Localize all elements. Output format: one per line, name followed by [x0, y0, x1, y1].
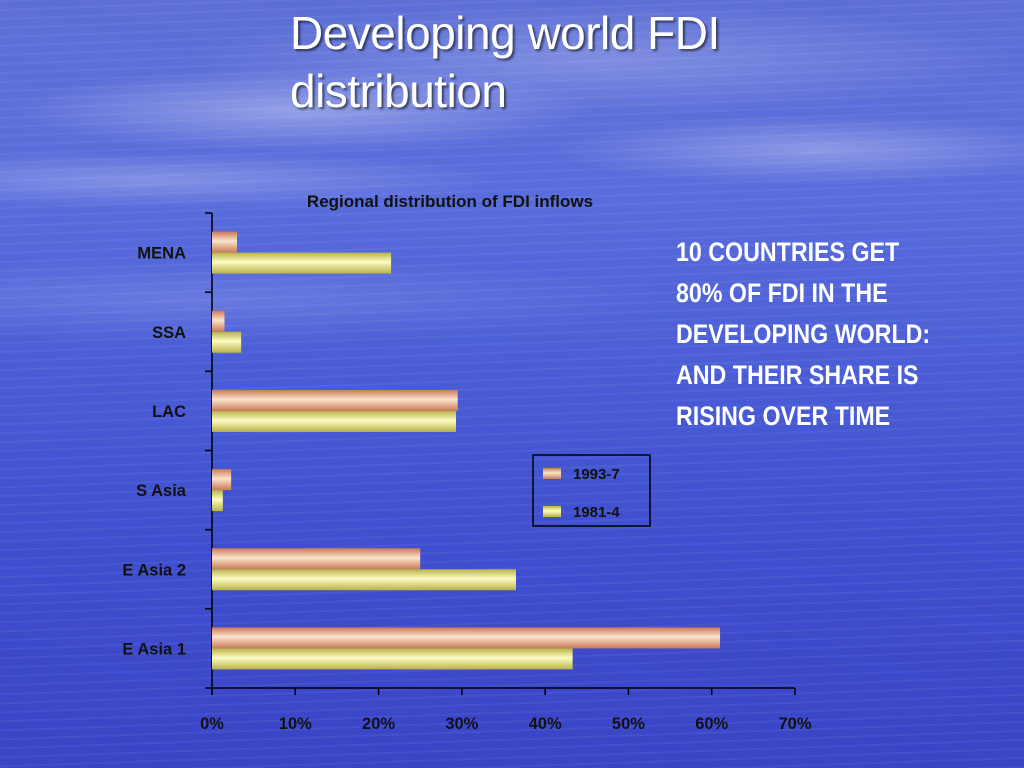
bar-1993-7-ssa [212, 310, 225, 332]
callout-line: 10 COUNTRIES GET [676, 237, 900, 267]
category-label: S Asia [136, 482, 187, 500]
legend-swatch [543, 506, 561, 517]
x-tick-label: 10% [279, 715, 312, 733]
chart-axes [205, 212, 796, 695]
x-tick-label: 70% [778, 715, 811, 733]
x-tick-label: 50% [612, 715, 645, 733]
legend-swatch [543, 468, 561, 479]
slide-title: Developing world FDI distribution [290, 7, 720, 117]
legend-box [532, 454, 651, 527]
x-tick-label: 20% [362, 715, 395, 733]
callout-line: RISING OVER TIME [676, 401, 891, 431]
legend-label: 1981-4 [573, 504, 620, 521]
bar-1981-4-e-asia-1 [212, 648, 573, 670]
bar-1981-4-e-asia-2 [212, 569, 516, 591]
x-tick-label: 30% [445, 715, 478, 733]
callout-line: 80% OF FDI IN THE [676, 278, 888, 308]
category-label: E Asia 1 [122, 640, 186, 658]
x-tick-label: 60% [695, 715, 728, 733]
legend-label: 1993-7 [573, 466, 620, 483]
category-label: SSA [152, 324, 186, 342]
bar-1993-7-lac [212, 389, 458, 411]
callout-line: AND THEIR SHARE IS [676, 360, 919, 390]
category-labels: MENA SSA LAC S Asia E Asia 2 E Asia 1 [122, 245, 186, 659]
chart-legend: 1993-7 1981-4 [532, 454, 651, 527]
x-tick-labels: 0% 10% 20% 30% 40% 50% 60% 70% [200, 715, 812, 733]
bar-1993-7-s-asia [212, 469, 232, 491]
category-label: MENA [137, 245, 186, 263]
bar-1981-4-ssa [212, 331, 242, 353]
callout-line: DEVELOPING WORLD: [676, 319, 931, 349]
callout-text: 10 COUNTRIES GET 80% OF FDI IN THE DEVEL… [676, 232, 960, 437]
bar-1981-4-lac [212, 410, 457, 432]
bar-1981-4-s-asia [212, 490, 223, 512]
bar-1993-7-e-asia-1 [212, 627, 721, 649]
category-label: E Asia 2 [122, 561, 186, 579]
bar-1981-4-mena [212, 252, 392, 274]
x-tick-label: 40% [529, 715, 562, 733]
chart-title: Regional distribution of FDI inflows [307, 192, 593, 211]
chart-bars [212, 231, 721, 670]
category-label: LAC [152, 403, 186, 421]
x-tick-label: 0% [200, 715, 224, 733]
bar-1993-7-e-asia-2 [212, 548, 421, 570]
bar-1993-7-mena [212, 231, 237, 253]
